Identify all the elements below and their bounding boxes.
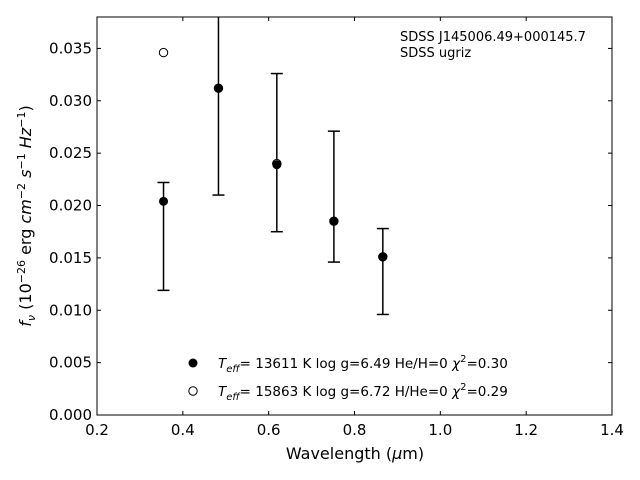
x-tick-label: 0.6 [257,421,281,439]
point-filled-model [213,83,223,93]
y-tick-label: 0.010 [49,301,92,319]
y-tick-label: 0.000 [49,406,92,424]
point-filled-model [378,252,388,262]
plot-frame [96,16,613,416]
x-tick-label: 1.4 [600,421,624,439]
x-tick-label: 1.2 [514,421,538,439]
x-tick-label: 1.0 [428,421,452,439]
y-tick-label: 0.020 [49,197,92,215]
x-axis-label: Wavelength (μm) [286,444,424,463]
annotation-object-name: SDSS J145006.49+000145.7 [400,30,586,45]
point-filled-model [272,160,282,170]
legend: Teff= 13611 K log g=6.49 He/H=0 χ2=0.30 … [188,354,508,403]
x-tick-label: 0.8 [343,421,367,439]
x-tick-label: 0.2 [85,421,109,439]
y-tick-label: 0.035 [49,39,92,57]
legend-marker-filled [188,358,198,368]
y-tick-label: 0.030 [49,92,92,110]
y-tick-label: 0.015 [49,249,92,267]
annotation-photometry-system: SDSS ugriz [400,46,471,61]
legend-entry-1: Teff= 15863 K log g=6.72 H/He=0 χ2=0.29 [218,382,508,403]
point-filled-model [159,196,169,206]
legend-entry-0: Teff= 13611 K log g=6.49 He/H=0 χ2=0.30 [218,354,508,375]
y-axis-label: fν (10−26 erg cm−2 s−1 Hz−1) [15,105,38,326]
point-filled-model [329,216,339,226]
y-tick-label: 0.005 [49,354,92,372]
x-tick-label: 0.4 [171,421,195,439]
legend-marker-open [188,386,198,396]
point-open-model [158,47,169,58]
y-tick-label: 0.025 [49,144,92,162]
